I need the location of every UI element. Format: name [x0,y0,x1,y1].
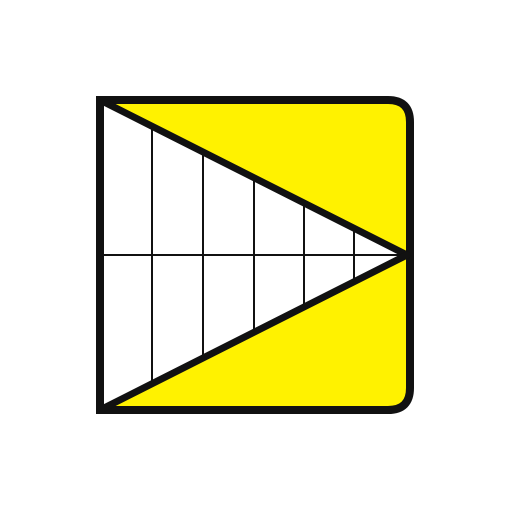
triangle-bottom-edge [98,251,411,413]
triangle-top-edge [98,97,411,259]
